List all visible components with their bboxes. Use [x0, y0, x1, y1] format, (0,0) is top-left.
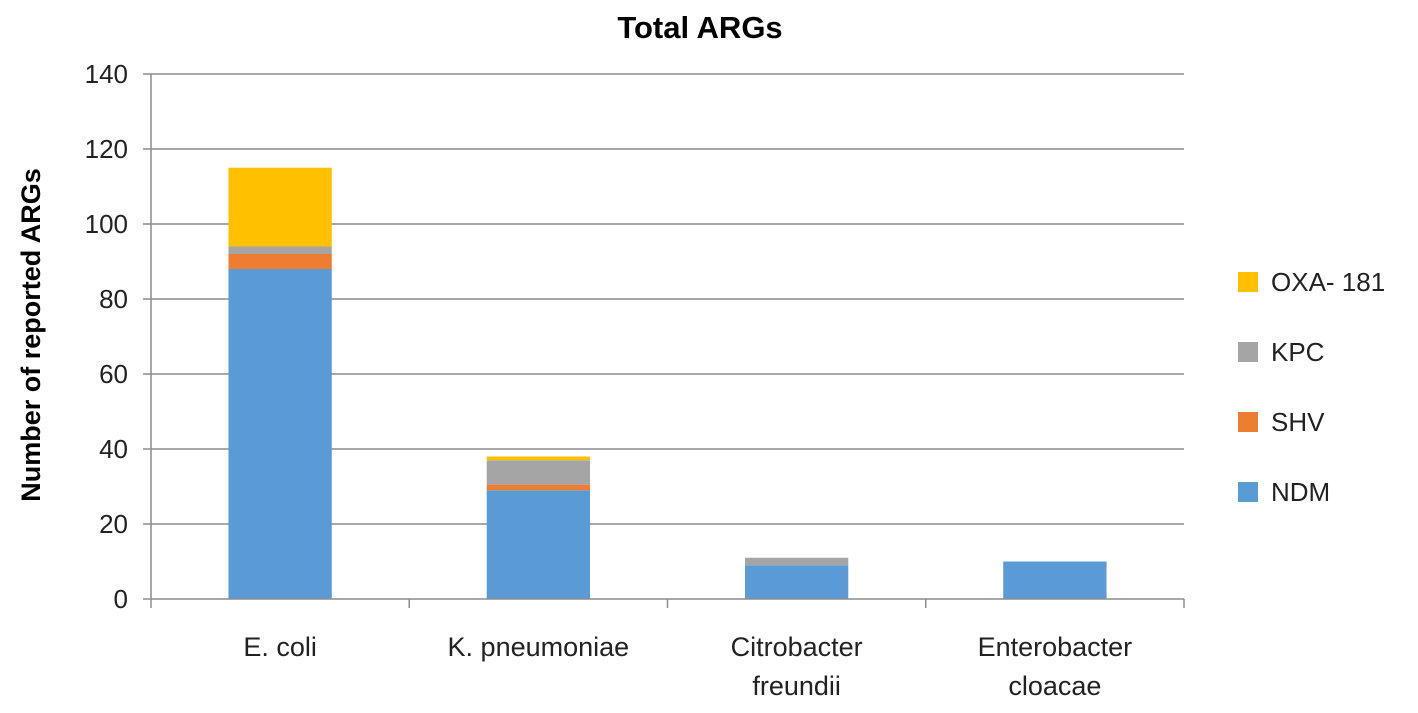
legend-entry-label: KPC: [1271, 337, 1324, 367]
bar-segment-shv: [228, 254, 332, 269]
x-category-label: Citrobacter: [731, 632, 863, 662]
x-axis-category-labels: E. coli K. pneumoniae Citrobacter freundii E…: [243, 632, 1132, 701]
bar-segment-ndm: [228, 269, 332, 599]
legend: OXA- 181 KPC SHV NDM: [1238, 267, 1385, 507]
bars: [228, 167, 1107, 599]
bar-segment-kpc: [744, 557, 849, 566]
x-axis: [143, 73, 1185, 608]
bar-segment-kpc: [228, 246, 332, 254]
x-category-label: Enterobacter: [978, 632, 1133, 662]
x-category-label: freundii: [752, 671, 841, 701]
legend-swatch: [1238, 412, 1258, 432]
legend-entry-label: OXA- 181: [1271, 267, 1385, 297]
y-tick-label: 120: [85, 134, 128, 164]
bar-segment-ndm: [744, 565, 849, 599]
y-tick-label: 60: [99, 359, 128, 389]
y-tick-label: 0: [114, 584, 128, 614]
x-category-label: E. coli: [243, 632, 317, 662]
x-category-label: K. pneumoniae: [448, 632, 630, 662]
bar-segment-shv: [486, 484, 591, 491]
y-axis-ticks: 0 20 40 60 80 100 120 140: [85, 59, 128, 614]
bar-segment-oxa-181: [486, 456, 591, 461]
bar-segment-ndm: [1003, 561, 1107, 599]
legend-entry-label: SHV: [1271, 407, 1325, 437]
y-tick-label: 140: [85, 59, 128, 89]
bar-segment-kpc: [486, 460, 591, 485]
y-axis-label: Number of reported ARGs: [16, 168, 46, 502]
legend-swatch: [1238, 482, 1258, 502]
y-tick-label: 40: [99, 434, 128, 464]
y-tick-label: 20: [99, 509, 128, 539]
x-category-label: cloacae: [1008, 671, 1101, 701]
y-tick-label: 80: [99, 284, 128, 314]
legend-swatch: [1238, 272, 1258, 292]
legend-swatch: [1238, 342, 1258, 362]
chart-title: Total ARGs: [617, 10, 782, 45]
bar-segment-ndm: [486, 490, 591, 599]
y-tick-label: 100: [85, 209, 128, 239]
bar-segment-oxa-181: [228, 167, 332, 247]
legend-entry-label: NDM: [1271, 477, 1330, 507]
